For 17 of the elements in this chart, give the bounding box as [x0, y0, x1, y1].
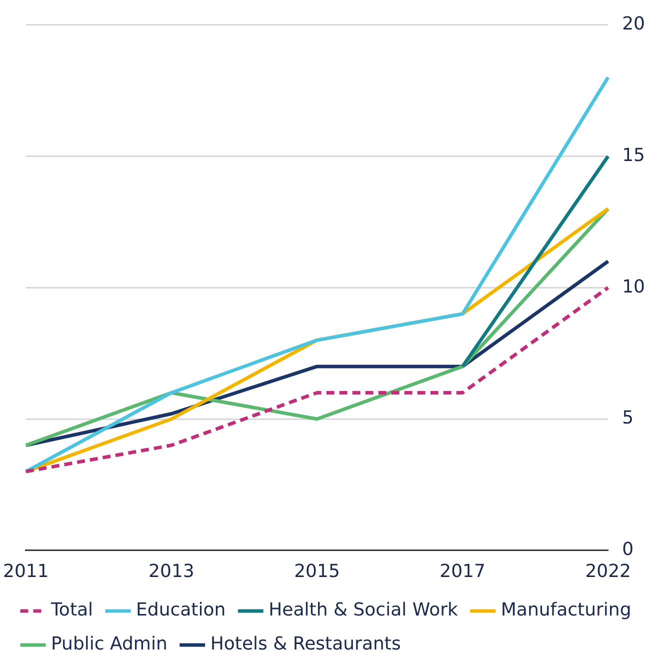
y-tick-label: 15	[622, 144, 645, 166]
y-tick-label: 5	[622, 408, 634, 429]
line-series	[24, 286, 610, 474]
y-tick-label: 20	[622, 13, 645, 34]
x-tick-label: 2013	[148, 560, 194, 582]
legend-label: Hotels & Restaurants	[210, 634, 401, 655]
x-tick-label: 2022	[585, 560, 631, 582]
x-tick-label: 2015	[294, 560, 340, 582]
legend-label: Education	[136, 600, 226, 621]
legend-label: Manufacturing	[500, 600, 632, 621]
legend-label: Health & Social Work	[268, 600, 458, 621]
y-tick-label: 10	[622, 276, 645, 298]
x-tick-label: 2011	[3, 560, 49, 582]
legend-label: Public Admin	[51, 634, 168, 655]
x-tick-label: 2017	[440, 560, 486, 582]
legend-label: Total	[50, 600, 94, 621]
y-tick-label: 0	[622, 539, 634, 560]
